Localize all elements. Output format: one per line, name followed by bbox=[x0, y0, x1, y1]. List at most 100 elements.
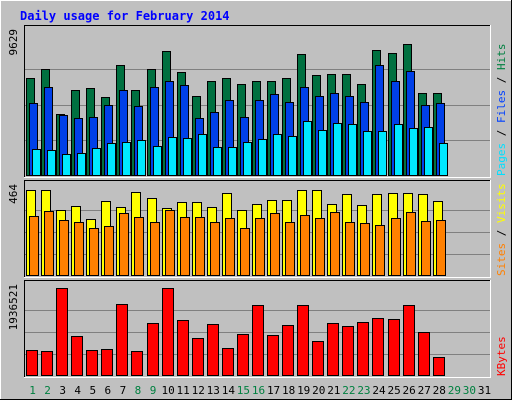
bar-sites-day-16 bbox=[255, 218, 265, 276]
bar-sites-day-6 bbox=[104, 226, 114, 276]
bar-sites-day-8 bbox=[134, 217, 144, 276]
bar-kbytes-day-16 bbox=[252, 305, 264, 376]
bar-kbytes-day-10 bbox=[162, 288, 174, 376]
bar-sites-day-13 bbox=[210, 222, 220, 276]
x-tick-label-day-7: 7 bbox=[120, 384, 127, 397]
x-tick-label-day-8: 8 bbox=[135, 384, 142, 397]
bar-sites-day-22 bbox=[345, 222, 355, 276]
bar-pages-day-4 bbox=[77, 153, 86, 176]
bar-kbytes-day-28 bbox=[433, 357, 445, 376]
x-tick-label-day-18: 18 bbox=[282, 384, 295, 397]
x-tick-label-day-15: 15 bbox=[237, 384, 250, 397]
x-tick-label-day-31: 31 bbox=[478, 384, 491, 397]
series-pages bbox=[32, 121, 448, 176]
bar-pages-day-24 bbox=[378, 131, 387, 176]
bar-sites-day-25 bbox=[391, 218, 401, 276]
series-sites bbox=[29, 210, 446, 276]
legend-separator: / bbox=[495, 223, 508, 243]
x-tick-label-day-19: 19 bbox=[297, 384, 310, 397]
bar-sites-day-21 bbox=[330, 212, 340, 276]
bar-pages-day-21 bbox=[333, 123, 342, 176]
bar-kbytes-day-18 bbox=[282, 325, 294, 376]
series-kbytes bbox=[26, 288, 445, 376]
chart-title: Daily usage for February 2014 bbox=[20, 9, 230, 23]
bar-sites-day-19 bbox=[300, 215, 310, 276]
bar-pages-day-15 bbox=[243, 142, 252, 176]
bar-pages-day-10 bbox=[168, 137, 177, 176]
bar-kbytes-day-11 bbox=[177, 320, 189, 376]
bar-sites-day-17 bbox=[270, 213, 280, 276]
bar-sites-day-5 bbox=[89, 228, 99, 276]
bar-pages-day-9 bbox=[153, 146, 162, 176]
bar-sites-day-27 bbox=[421, 221, 431, 276]
bar-pages-day-27 bbox=[424, 127, 433, 176]
legend-item-pages: Pages bbox=[495, 143, 508, 176]
x-tick-label-day-11: 11 bbox=[177, 384, 190, 397]
bar-kbytes-day-19 bbox=[297, 305, 309, 376]
legend-kbytes: KBytes bbox=[495, 336, 508, 376]
bar-kbytes-day-17 bbox=[267, 335, 279, 376]
bar-pages-day-23 bbox=[363, 131, 372, 176]
bar-pages-day-13 bbox=[213, 147, 222, 176]
legend-item-hits: Hits bbox=[495, 44, 508, 71]
bar-sites-day-2 bbox=[44, 211, 54, 276]
bar-kbytes-day-4 bbox=[71, 336, 83, 376]
bar-pages-day-12 bbox=[198, 134, 207, 176]
x-tick-label-day-27: 27 bbox=[418, 384, 431, 397]
bar-sites-day-4 bbox=[74, 222, 84, 276]
bar-pages-day-14 bbox=[228, 147, 237, 176]
x-tick-label-day-24: 24 bbox=[372, 384, 386, 397]
x-tick-label-day-16: 16 bbox=[252, 384, 265, 397]
bar-kbytes-day-8 bbox=[131, 351, 143, 376]
bar-kbytes-day-1 bbox=[26, 350, 38, 376]
bar-sites-day-20 bbox=[315, 218, 325, 276]
x-tick-label-day-2: 2 bbox=[44, 384, 51, 397]
x-tick-label-day-9: 9 bbox=[150, 384, 157, 397]
bar-kbytes-day-14 bbox=[222, 348, 234, 376]
x-tick-label-day-4: 4 bbox=[74, 384, 81, 397]
bar-kbytes-day-23 bbox=[357, 322, 369, 376]
bar-sites-day-14 bbox=[225, 218, 235, 276]
legend-separator: / bbox=[495, 70, 508, 90]
bar-kbytes-day-25 bbox=[388, 319, 400, 376]
x-tick-label-day-21: 21 bbox=[327, 384, 340, 397]
bar-pages-day-16 bbox=[258, 139, 267, 176]
legend-item-files: Files bbox=[495, 90, 508, 123]
bar-pages-day-26 bbox=[409, 128, 418, 176]
y-max-label: 464 bbox=[7, 184, 20, 204]
bar-kbytes-day-27 bbox=[418, 332, 430, 376]
bar-pages-day-11 bbox=[183, 138, 192, 176]
x-tick-label-day-23: 23 bbox=[357, 384, 370, 397]
bar-pages-day-8 bbox=[137, 140, 146, 176]
x-tick-label-day-20: 20 bbox=[312, 384, 325, 397]
bar-sites-day-26 bbox=[406, 212, 416, 276]
legend-hits-files-pages: Pages / Files / Hits bbox=[495, 44, 508, 177]
x-tick-label-day-12: 12 bbox=[192, 384, 205, 397]
legend-item-sites: Sites bbox=[495, 243, 508, 276]
legend-separator: / bbox=[495, 123, 508, 143]
bar-sites-day-3 bbox=[59, 220, 69, 276]
panel-kbytes: 1936521 KBytes bbox=[7, 280, 508, 378]
bar-sites-day-9 bbox=[150, 222, 160, 276]
x-tick-label-day-1: 1 bbox=[29, 384, 36, 397]
x-tick-label-day-30: 30 bbox=[463, 384, 476, 397]
x-tick-label-day-13: 13 bbox=[207, 384, 220, 397]
x-tick-label-day-25: 25 bbox=[387, 384, 400, 397]
bar-sites-day-1 bbox=[29, 216, 39, 276]
bar-pages-day-25 bbox=[394, 124, 403, 176]
bar-pages-day-3 bbox=[62, 154, 71, 176]
x-tick-label-day-29: 29 bbox=[448, 384, 461, 397]
bar-pages-day-7 bbox=[122, 142, 131, 176]
bar-pages-day-19 bbox=[303, 121, 312, 176]
bar-sites-day-11 bbox=[180, 217, 190, 276]
chart-panels: 9629 Pages / Files / Hits 464 Sites / Visit… bbox=[7, 25, 508, 378]
x-tick-label-day-17: 17 bbox=[267, 384, 280, 397]
bar-kbytes-day-6 bbox=[101, 349, 113, 376]
bar-kbytes-day-21 bbox=[327, 323, 339, 376]
x-tick-label-day-5: 5 bbox=[89, 384, 96, 397]
bar-pages-day-6 bbox=[107, 143, 116, 176]
bar-pages-day-20 bbox=[318, 130, 327, 176]
bar-pages-day-1 bbox=[32, 149, 41, 176]
bar-kbytes-day-20 bbox=[312, 341, 324, 376]
